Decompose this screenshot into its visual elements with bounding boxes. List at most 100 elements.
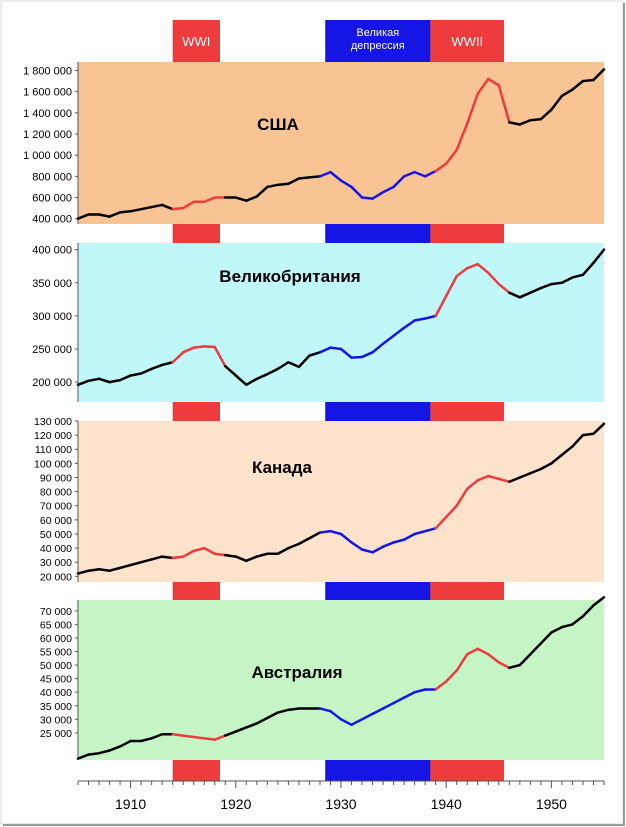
series-segment-1-22	[308, 351, 322, 357]
y-tick-label: 1 000 000	[23, 150, 72, 162]
series-segment-3-13	[213, 734, 227, 741]
series-segment-2-5	[129, 560, 143, 567]
series-segment-1-27	[360, 351, 374, 359]
y-tick-label: 120 000	[34, 430, 72, 442]
y-tick-label: 25 000	[40, 728, 72, 740]
series-segment-2-1	[87, 568, 101, 572]
period-band-великая-4	[325, 760, 431, 781]
series-segment-1-1	[87, 377, 101, 383]
panel-background-0	[78, 62, 604, 224]
series-segment-1-35	[444, 274, 458, 298]
y-tick-label: 250 000	[32, 344, 72, 356]
series-segment-2-33	[423, 527, 437, 533]
series-segment-2-36	[455, 487, 469, 507]
series-segment-2-6	[139, 558, 153, 564]
period-label-line: WWI	[182, 34, 210, 49]
series-segment-1-11	[192, 345, 206, 349]
period-band-великая-2	[325, 402, 431, 421]
series-segment-1-37	[465, 262, 480, 270]
series-segment-0-20	[287, 177, 301, 186]
series-segment-3-49	[592, 596, 606, 607]
series-segment-3-43	[529, 642, 543, 656]
series-segment-3-17	[255, 716, 269, 725]
x-tick-label: 1930	[325, 796, 356, 812]
series-segment-1-2	[97, 377, 111, 384]
series-segment-2-12	[202, 546, 217, 556]
series-segment-0-25	[339, 179, 353, 189]
series-segment-1-36	[455, 266, 469, 278]
series-segment-0-38	[476, 77, 490, 96]
series-segment-3-35	[444, 669, 458, 683]
series-segment-2-49	[592, 422, 606, 435]
series-segment-3-2	[97, 749, 111, 755]
period-band-wwi-4	[172, 760, 221, 781]
series-segment-3-26	[350, 718, 364, 726]
y-tick-label: 40 000	[40, 687, 72, 699]
period-label-line: депрессия	[351, 40, 405, 52]
series-segment-2-42	[518, 472, 532, 479]
series-segment-2-7	[150, 555, 164, 561]
series-segment-3-27	[360, 712, 374, 721]
series-segment-1-39	[487, 271, 501, 286]
series-segment-2-30	[392, 538, 406, 544]
series-segment-1-38	[476, 262, 490, 275]
y-tick-label: 1 600 000	[23, 87, 72, 99]
series-segment-0-0	[76, 213, 90, 220]
series-segment-1-16	[245, 377, 259, 387]
series-segment-3-36	[455, 652, 469, 672]
y-tick-label: 1 400 000	[23, 108, 72, 120]
series-segment-2-37	[465, 479, 480, 491]
period-band-великая-3	[325, 582, 431, 600]
series-segment-0-29	[381, 185, 395, 194]
series-segment-1-8	[160, 361, 174, 367]
period-band-великая-0	[325, 20, 431, 62]
y-tick-label: 55 000	[40, 647, 72, 659]
series-segment-3-7	[150, 732, 164, 740]
period-label-1: Великая депрессия	[351, 27, 405, 52]
y-tick-label: 30 000	[40, 714, 72, 726]
y-tick-label: 35 000	[40, 701, 72, 713]
series-segment-3-0	[76, 753, 90, 760]
series-segment-0-8	[160, 203, 174, 211]
series-segment-0-22	[308, 175, 322, 179]
x-tick-label: 1950	[536, 796, 567, 812]
series-segment-0-35	[444, 148, 458, 165]
series-segment-2-17	[255, 552, 269, 558]
series-segment-0-12	[202, 196, 217, 204]
series-segment-1-42	[518, 291, 532, 299]
series-segment-3-9	[171, 732, 185, 737]
series-segment-1-30	[392, 326, 406, 337]
series-segment-2-43	[529, 467, 543, 475]
series-segment-1-23	[318, 346, 332, 354]
series-segment-3-40	[497, 661, 511, 670]
series-segment-1-6	[139, 367, 153, 375]
panel-background-1	[78, 243, 604, 402]
y-tick-label: 100 000	[34, 458, 72, 470]
series-segment-0-2	[97, 213, 111, 218]
series-segment-2-34	[434, 515, 448, 530]
series-segment-0-28	[371, 190, 385, 200]
panel-title-3: Австралия	[251, 663, 342, 682]
y-tick-label: 65 000	[40, 619, 72, 631]
series-segment-0-46	[560, 88, 574, 98]
panel-background-2	[78, 421, 604, 582]
series-segment-1-43	[529, 286, 543, 294]
series-segment-1-3	[108, 378, 122, 384]
panel-title-1: Великобритания	[219, 267, 360, 286]
y-tick-label: 40 000	[40, 543, 72, 555]
period-band-wwi-0	[172, 20, 221, 62]
series-segment-3-37	[465, 647, 480, 656]
period-band-wwi-2	[172, 402, 221, 421]
panel-backgrounds	[78, 62, 604, 760]
series-segment-2-0	[76, 569, 90, 575]
series-segment-0-4	[118, 210, 132, 214]
series-segment-0-47	[571, 79, 585, 91]
series-segment-0-45	[550, 94, 564, 111]
series-segment-0-31	[402, 170, 416, 178]
y-tick-label: 20 000	[40, 571, 72, 583]
series-segment-1-28	[371, 342, 385, 354]
series-segment-3-25	[339, 718, 353, 726]
series-segment-2-27	[360, 548, 374, 554]
panel-title-0: США	[257, 115, 299, 134]
series-segment-3-34	[434, 680, 448, 691]
